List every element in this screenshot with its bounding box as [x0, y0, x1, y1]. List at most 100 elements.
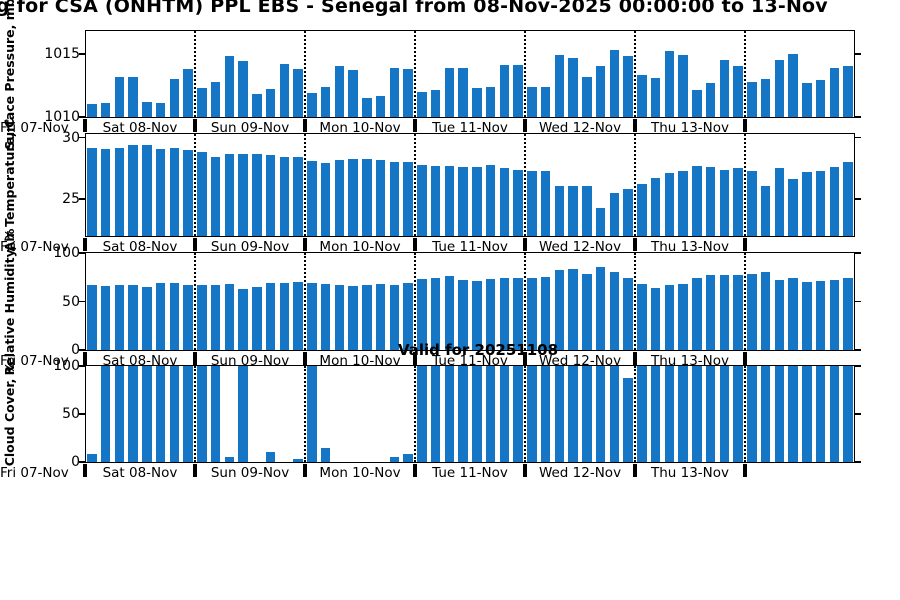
bar	[334, 66, 345, 117]
day-boundary-gridline	[524, 253, 526, 350]
bar	[348, 285, 358, 350]
bar	[128, 366, 138, 462]
bar	[155, 103, 166, 117]
day-boundary-gridline	[634, 134, 636, 236]
day-boundary-gridline	[744, 253, 746, 350]
bar	[499, 65, 510, 117]
bar	[485, 366, 496, 462]
day-tick	[523, 119, 527, 132]
bar	[100, 366, 111, 462]
x-day-label: Sat 08-Nov	[102, 353, 178, 369]
bar	[87, 285, 97, 350]
y-axis-tick	[79, 461, 85, 463]
bar	[747, 366, 757, 462]
y-axis-tick	[855, 198, 861, 200]
day-boundary-gridline	[414, 31, 416, 117]
bar	[733, 275, 743, 350]
bar	[568, 185, 578, 236]
day-boundary-gridline	[304, 366, 306, 462]
x-day-label: Wed 12-Nov	[538, 239, 622, 255]
bar	[527, 170, 537, 236]
day-tick	[743, 464, 747, 477]
bar	[362, 285, 372, 350]
bar	[678, 55, 688, 117]
day-tick	[193, 238, 197, 251]
bar	[458, 366, 468, 462]
y-tick-label: 50	[62, 406, 80, 422]
y-axis-tick	[855, 116, 861, 118]
day-boundary-gridline	[194, 31, 196, 117]
y-axis-tick	[79, 198, 85, 200]
day-boundary-gridline	[744, 134, 746, 236]
bar	[788, 278, 798, 350]
bar	[540, 86, 551, 117]
bar	[554, 55, 565, 117]
bar	[348, 70, 358, 117]
bar	[197, 152, 207, 236]
day-tick	[523, 238, 527, 251]
x-day-label: Thu 13-Nov	[650, 465, 730, 481]
bar	[692, 165, 702, 236]
x-day-label: Sun 09-Nov	[210, 239, 290, 255]
bar	[334, 285, 345, 350]
day-tick	[83, 352, 87, 365]
bar	[513, 366, 523, 462]
bar	[843, 66, 853, 117]
y-tick-label: 25	[62, 191, 80, 208]
bar	[540, 170, 551, 236]
x-edge-label: Fri 07-Nov	[0, 239, 69, 255]
bar	[320, 86, 331, 117]
bar	[334, 159, 345, 236]
day-tick	[193, 464, 197, 477]
bar	[197, 366, 207, 462]
bar	[279, 157, 290, 236]
bar	[293, 459, 303, 462]
bar	[774, 168, 785, 236]
bar	[788, 53, 798, 117]
bar	[430, 366, 441, 462]
bar	[128, 285, 138, 350]
y-axis-tick	[855, 349, 861, 351]
bar	[568, 366, 578, 462]
bar	[513, 65, 523, 117]
bar	[279, 63, 290, 117]
day-tick	[193, 119, 197, 132]
bar	[760, 185, 771, 236]
bar	[183, 68, 193, 117]
bar	[430, 90, 441, 117]
day-boundary-gridline	[414, 134, 416, 236]
bar	[128, 76, 138, 117]
bar	[637, 184, 647, 236]
x-day-label: Sat 08-Nov	[102, 120, 178, 136]
bar	[595, 207, 606, 236]
bar	[774, 280, 785, 350]
bar	[637, 366, 647, 462]
bar	[320, 447, 331, 462]
day-tick	[193, 352, 197, 365]
bar	[417, 279, 427, 350]
day-boundary-gridline	[194, 253, 196, 350]
day-tick	[83, 464, 87, 477]
bar	[664, 51, 675, 117]
day-tick	[303, 238, 307, 251]
bar	[485, 164, 496, 236]
bar	[114, 76, 125, 117]
day-tick	[633, 464, 637, 477]
x-day-label: Sun 09-Nov	[210, 353, 290, 369]
day-tick	[83, 238, 87, 251]
bar	[540, 277, 551, 350]
bar	[155, 366, 166, 462]
y-axis-tick	[79, 349, 85, 351]
bar	[513, 169, 523, 236]
bar	[403, 283, 413, 350]
bar	[513, 278, 523, 350]
bar	[128, 145, 138, 236]
bar	[774, 366, 785, 462]
bar	[719, 275, 730, 350]
bar	[582, 185, 592, 236]
bar	[747, 274, 757, 350]
bar	[733, 168, 743, 236]
bar	[279, 283, 290, 350]
bar	[815, 170, 826, 236]
bar	[472, 366, 482, 462]
